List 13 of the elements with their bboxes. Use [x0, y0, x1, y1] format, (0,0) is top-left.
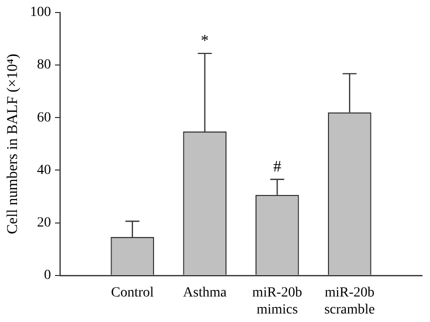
annotation: #	[273, 158, 282, 176]
x-tick-label: Control	[111, 285, 154, 300]
annotation: *	[200, 32, 209, 50]
y-tick-label: 40	[37, 162, 51, 178]
x-tick-label: Asthma	[183, 285, 228, 300]
y-tick-label: 0	[44, 268, 51, 284]
y-tick-label: 20	[37, 215, 51, 230]
y-tick-label: 100	[30, 5, 51, 20]
x-tick-label: miR-20b mimics	[252, 285, 302, 318]
y-tick-label: 80	[37, 58, 51, 73]
y-tick-label: 60	[37, 110, 51, 126]
x-tick-label: miR-20b scramble	[324, 285, 375, 318]
y-axis-title: Cell numbers in BALF (×10⁴)	[4, 54, 21, 234]
